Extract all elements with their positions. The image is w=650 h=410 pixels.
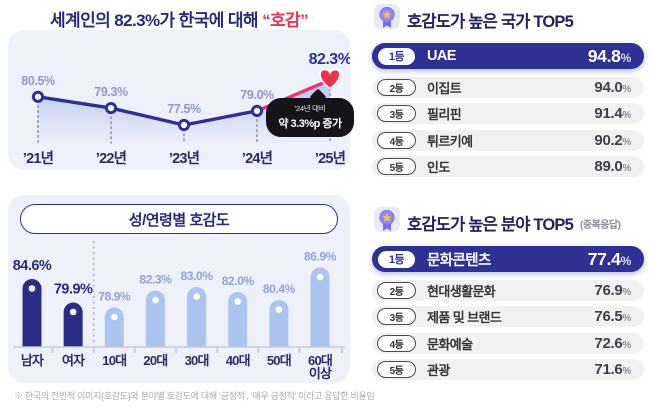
svg-text:82.3%: 82.3% xyxy=(309,51,350,68)
rank-label: 튀르키예 xyxy=(427,133,473,149)
ranking-row: 3등 필리핀 91.4% xyxy=(372,103,644,124)
rank-label: 이집트 xyxy=(427,80,462,96)
svg-text:77.5%: 77.5% xyxy=(167,102,201,116)
rank-value: 76.9% xyxy=(594,281,631,299)
rank-label: UAE xyxy=(427,48,456,64)
rank-value: 94.0% xyxy=(594,78,631,96)
bar-chart: 84.6% 79.9% 78.9% 82.3% 83.0% 82.0% 80.4% 86.9%… xyxy=(8,195,350,383)
section-title: 호감도가 높은 국가 TOP5 xyxy=(407,13,574,31)
increase-callout: ’24년 대비 약 3.3%p 증가 xyxy=(266,98,354,137)
rank-value: 71.6% xyxy=(594,361,631,378)
rank-badge: 4등 xyxy=(377,131,416,149)
ranking-row: 1등 문화콘텐츠 77.4% xyxy=(372,246,644,272)
svg-text:40대: 40대 xyxy=(226,353,250,368)
rank-section-fields: 호감도가 높은 분야 TOP5 (중복응답) 1등 문화콘텐츠 77.4% 2등 현대생… xyxy=(372,207,644,380)
svg-text:’23년: ’23년 xyxy=(169,150,200,167)
section-suffix: (중복응답) xyxy=(580,219,621,231)
rank-section-countries: 호감도가 높은 국가 TOP5 1등 UAE 94.8% 2등 이집트 94.0% 3등 필리… xyxy=(372,4,644,177)
rank-value: 72.6% xyxy=(594,334,631,352)
rank-label: 필리핀 xyxy=(427,107,462,122)
rank-label: 현대생활문화 xyxy=(427,283,496,299)
svg-text:80.5%: 80.5% xyxy=(21,74,55,88)
section-title: 호감도가 높은 분야 TOP5 xyxy=(407,216,574,234)
rank-label: 문화예술 xyxy=(427,336,473,352)
medal-icon xyxy=(374,207,400,239)
ranking-row: 5등 관광 71.6% xyxy=(372,359,644,380)
svg-text:79.9%: 79.9% xyxy=(54,282,93,298)
svg-text:’21년: ’21년 xyxy=(23,150,54,167)
rank-badge: 5등 xyxy=(377,158,416,175)
svg-text:78.9%: 78.9% xyxy=(98,290,131,304)
rank-value: 76.5% xyxy=(594,308,631,325)
rank-label: 인도 xyxy=(427,160,450,175)
rank-rows: 1등 UAE 94.8% 2등 이집트 94.0% 3등 필리핀 91.4% 4등 튀르키예 90.2… xyxy=(372,43,644,177)
rank-badge: 3등 xyxy=(377,308,416,325)
svg-text:82.3%: 82.3% xyxy=(139,273,172,287)
rank-badge: 4등 xyxy=(377,334,416,352)
rank-value: 77.4% xyxy=(587,248,632,269)
rank-value: 89.0% xyxy=(594,158,631,175)
headline-highlight: “호감” xyxy=(262,11,308,30)
rank-badge: 2등 xyxy=(377,78,416,96)
svg-text:80.4%: 80.4% xyxy=(263,282,296,296)
svg-text:남자: 남자 xyxy=(21,353,44,368)
rank-badge: 3등 xyxy=(377,105,416,122)
rank-badge: 1등 xyxy=(377,249,416,269)
medal-icon xyxy=(374,4,400,36)
ranking-row: 5등 인도 89.0% xyxy=(372,156,644,177)
ranking-row: 2등 이집트 94.0% xyxy=(372,76,644,98)
rank-value: 94.8% xyxy=(587,45,632,66)
svg-text:’24년: ’24년 xyxy=(242,150,273,167)
rank-label: 관광 xyxy=(427,363,450,378)
rank-badge: 2등 xyxy=(377,281,416,299)
rank-value: 91.4% xyxy=(594,105,631,122)
section-header: 호감도가 높은 국가 TOP5 xyxy=(374,4,644,36)
rank-label: 문화콘텐츠 xyxy=(427,252,491,269)
svg-text:’25년: ’25년 xyxy=(315,150,346,167)
ranking-row: 3등 제품 및 브랜드 76.5% xyxy=(372,306,644,327)
rank-badge: 5등 xyxy=(377,361,416,378)
headline: 세계인의 82.3%가 한국에 대해 “호감” xyxy=(8,6,350,31)
ranking-row: 4등 튀르키예 90.2% xyxy=(372,129,644,151)
rank-label: 제품 및 브랜드 xyxy=(427,310,502,325)
svg-text:82.0%: 82.0% xyxy=(222,274,255,288)
callout-line1: ’24년 대비 xyxy=(294,104,326,113)
callout-line2: 약 3.3%p 증가 xyxy=(278,118,342,130)
svg-text:79.3%: 79.3% xyxy=(94,85,128,99)
svg-text:20대: 20대 xyxy=(143,353,167,368)
svg-text:79.0%: 79.0% xyxy=(240,88,274,102)
footnote: ※ 한국의 전반적 이미지(호감도)와 분야별 호감도에 대해 ‘긍정적’, ‘… xyxy=(14,391,375,401)
svg-text:10대: 10대 xyxy=(102,353,126,368)
headline-prefix: 세계인의 82.3%가 한국에 대해 xyxy=(50,11,263,30)
svg-text:’22년: ’22년 xyxy=(96,150,127,167)
svg-text:50대: 50대 xyxy=(267,353,291,368)
trend-card: 80.5% 79.3% 77.5% 79.0% 82.3% ’21년 ’22년 ’23년 ’24… xyxy=(8,30,354,170)
svg-text:83.0%: 83.0% xyxy=(181,269,214,283)
demo-card: 성/연령별 호감도 84.6% 79.9% 78.9% 82.3% 83.0% 82.0%… xyxy=(8,195,350,383)
rank-value: 90.2% xyxy=(594,131,631,149)
svg-text:86.9%: 86.9% xyxy=(304,250,337,264)
ranking-row: 2등 현대생활문화 76.9% xyxy=(372,279,644,301)
rank-rows: 1등 문화콘텐츠 77.4% 2등 현대생활문화 76.9% 3등 제품 및 브랜드 76.5%… xyxy=(372,246,644,380)
rank-badge: 1등 xyxy=(377,46,416,66)
ranking-row: 4등 문화예술 72.6% xyxy=(372,332,644,354)
svg-text:84.6%: 84.6% xyxy=(13,258,52,274)
svg-text:여자: 여자 xyxy=(62,353,85,368)
ranking-row: 1등 UAE 94.8% xyxy=(372,43,644,69)
demo-card-title: 성/연령별 호감도 xyxy=(20,204,338,234)
svg-text:30대: 30대 xyxy=(185,353,209,368)
section-header: 호감도가 높은 분야 TOP5 (중복응답) xyxy=(374,207,644,239)
